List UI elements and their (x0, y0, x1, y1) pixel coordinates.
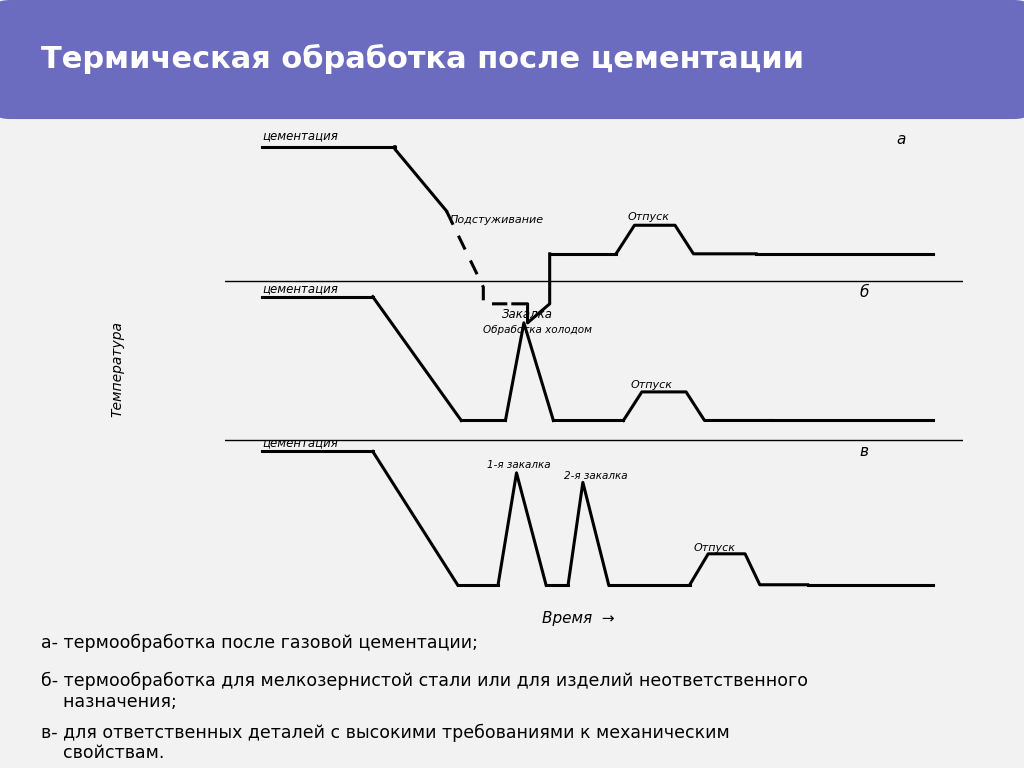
Text: в: в (859, 444, 868, 459)
Text: Отпуск: Отпуск (627, 213, 669, 223)
Text: Термическая обработка после цементации: Термическая обработка после цементации (41, 44, 804, 74)
Text: Температура: Температура (111, 321, 125, 416)
Text: цементация: цементация (262, 130, 338, 143)
Text: Закалка: Закалка (502, 308, 553, 321)
Text: Отпуск: Отпуск (693, 544, 735, 554)
Text: а: а (896, 132, 905, 147)
FancyBboxPatch shape (0, 0, 1024, 119)
Text: в- для ответственных деталей с высокими требованиями к механическим
    свойства: в- для ответственных деталей с высокими … (41, 723, 730, 763)
Text: а- термообработка после газовой цементации;: а- термообработка после газовой цементац… (41, 634, 478, 652)
Text: Обработка холодом: Обработка холодом (483, 326, 592, 336)
Text: Подстуживание: Подстуживание (451, 215, 545, 225)
Text: цементация: цементация (262, 282, 338, 295)
Text: б- термообработка для мелкозернистой стали или для изделий неответственного
    : б- термообработка для мелкозернистой ста… (41, 672, 808, 711)
Text: цементация: цементация (262, 437, 338, 450)
Text: Время  →: Время → (543, 611, 614, 626)
Text: б: б (859, 285, 868, 300)
Text: 1-я закалка: 1-я закалка (487, 460, 551, 470)
Text: Отпуск: Отпуск (631, 380, 673, 390)
Text: 2-я закалка: 2-я закалка (564, 471, 628, 481)
